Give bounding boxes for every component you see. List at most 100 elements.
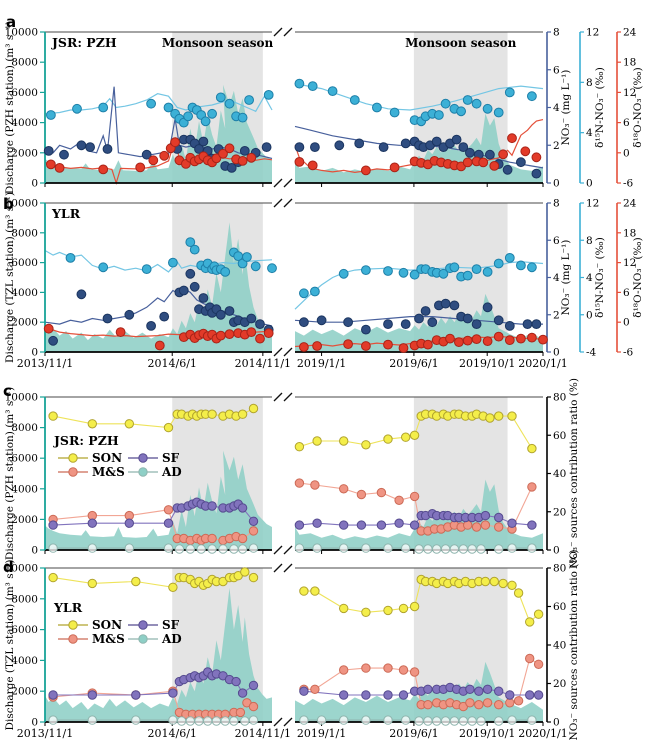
left-axis-tick-label: 0 — [31, 178, 38, 190]
data-point — [449, 300, 460, 311]
data-point — [43, 146, 54, 156]
data-point — [504, 253, 515, 263]
data-point — [478, 157, 489, 168]
right-axis-tick-label: 18 — [623, 227, 636, 239]
data-point — [498, 578, 508, 589]
data-point — [248, 701, 259, 712]
data-point — [248, 516, 259, 526]
data-point — [299, 586, 309, 596]
data-point — [240, 567, 250, 577]
data-point — [527, 443, 537, 454]
data-point — [294, 78, 305, 89]
data-point — [440, 544, 451, 554]
data-point — [263, 328, 274, 339]
data-point — [533, 659, 544, 669]
panel-letter-c: c — [3, 382, 12, 400]
legend: YLR SON SF M&S AD — [53, 600, 182, 646]
data-point — [163, 422, 174, 433]
data-point — [516, 157, 526, 168]
data-point — [531, 152, 542, 163]
data-point — [168, 715, 178, 725]
data-point — [242, 252, 252, 262]
data-point — [471, 334, 482, 345]
data-point — [343, 317, 354, 328]
data-point — [48, 715, 58, 725]
right-axis-title-d15n: δ¹⁵N-NO₃⁻ (‰) — [594, 237, 606, 318]
data-point — [237, 409, 248, 419]
data-point — [189, 244, 200, 255]
data-point — [361, 440, 371, 450]
data-point — [494, 512, 504, 523]
data-point — [220, 267, 231, 277]
left-axis-title: Discharge (TZL station) (m³ s⁻¹) — [4, 192, 16, 363]
data-point — [409, 430, 420, 440]
legend-entry-label: SON — [92, 451, 122, 465]
axis-break-mark — [283, 717, 293, 727]
data-point — [310, 142, 320, 153]
data-point — [356, 520, 367, 530]
right-axis-tick-label: 0 — [553, 347, 560, 359]
data-point — [240, 716, 250, 726]
data-point — [224, 329, 235, 340]
data-point — [339, 543, 349, 553]
data-point — [168, 257, 178, 268]
axis-break-mark — [283, 178, 293, 188]
data-point — [451, 134, 462, 145]
right-axis-tick-label: 2 — [553, 140, 560, 152]
legend-marker-dot — [138, 620, 148, 630]
data-point — [218, 544, 228, 554]
data-point — [482, 336, 493, 347]
data-point — [463, 520, 473, 530]
data-point — [102, 144, 113, 154]
data-point — [507, 411, 517, 421]
axis-break-mark — [283, 198, 293, 208]
data-point — [414, 716, 424, 726]
data-point — [398, 690, 409, 700]
data-point — [148, 155, 159, 166]
data-point — [189, 281, 200, 292]
data-point — [46, 159, 56, 170]
data-point — [124, 419, 135, 429]
data-point — [194, 716, 204, 726]
right-axis-tick-label: 6 — [623, 287, 630, 299]
data-point — [124, 543, 135, 553]
left-axis-tick-label: 4000 — [11, 655, 38, 667]
right-axis-tick-label: 0 — [553, 717, 560, 729]
left-axis-tick-label: 6000 — [11, 624, 38, 636]
x-tick-label: 2020/1/1 — [518, 357, 567, 370]
left-axis-tick-label: 10000 — [5, 198, 38, 210]
panel-d: 2013/11/1 2014/6/1 2014/11/1 2019/1/1 2019/6… — [3, 550, 580, 741]
data-point — [246, 313, 257, 324]
data-point — [372, 102, 382, 113]
data-point — [471, 264, 482, 275]
data-point — [339, 665, 349, 675]
data-point — [361, 265, 371, 276]
right-axis-tick-label: 12 — [586, 198, 599, 210]
panel-letter-b: b — [3, 195, 14, 213]
data-point — [46, 110, 56, 120]
data-point — [131, 690, 141, 700]
son-points — [48, 567, 544, 627]
data-point — [400, 319, 411, 330]
data-point — [398, 603, 409, 614]
right-axis-tick-label: 0 — [586, 178, 593, 190]
data-point — [307, 81, 318, 91]
data-point — [229, 716, 239, 726]
legend-marker-dot — [138, 634, 148, 644]
right-axis-tick-label: 24 — [623, 27, 637, 39]
right-axis-tick-label: 0 — [586, 309, 593, 321]
data-point — [485, 413, 495, 423]
data-point — [398, 665, 409, 675]
d18o-no3-points-points — [46, 133, 542, 176]
right-axis-tick-label: -6 — [623, 178, 634, 190]
data-point — [211, 153, 222, 164]
data-point — [146, 321, 157, 331]
data-point — [310, 586, 320, 596]
data-point — [207, 501, 217, 511]
right-axis-tick-label: 18 — [623, 57, 636, 69]
data-point — [465, 698, 475, 708]
left-axis-tick-label: 8000 — [11, 422, 38, 434]
legend-marker-dot — [68, 467, 78, 477]
panel-letter-a: a — [6, 13, 16, 31]
